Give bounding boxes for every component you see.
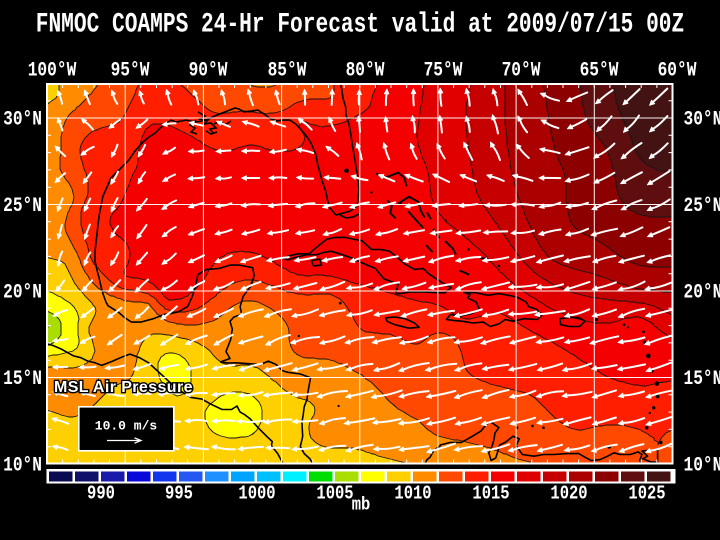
svg-text:95°W: 95°W	[111, 59, 151, 82]
svg-text:15°N: 15°N	[3, 367, 42, 390]
svg-text:30°N: 30°N	[684, 108, 720, 131]
svg-text:25°N: 25°N	[3, 194, 42, 217]
svg-text:1015: 1015	[472, 483, 509, 505]
svg-text:1020: 1020	[550, 483, 587, 505]
svg-text:1000: 1000	[238, 483, 275, 505]
svg-text:1025: 1025	[628, 483, 665, 505]
svg-text:1005: 1005	[316, 483, 353, 505]
svg-text:990: 990	[87, 483, 115, 505]
svg-text:85°W: 85°W	[268, 59, 308, 82]
svg-text:100°W: 100°W	[28, 59, 77, 82]
svg-text:75°W: 75°W	[424, 59, 464, 82]
svg-text:MSL Air Pressure: MSL Air Pressure	[54, 379, 193, 396]
svg-text:10.0 m/s: 10.0 m/s	[95, 419, 158, 434]
svg-text:60°W: 60°W	[658, 59, 698, 82]
svg-text:20°N: 20°N	[3, 281, 42, 304]
svg-text:25°N: 25°N	[684, 194, 720, 217]
svg-text:995: 995	[165, 483, 193, 505]
svg-text:90°W: 90°W	[189, 59, 229, 82]
svg-text:10°N: 10°N	[684, 454, 720, 477]
svg-text:80°W: 80°W	[346, 59, 386, 82]
svg-text:FNMOC COAMPS 24-Hr Forecast va: FNMOC COAMPS 24-Hr Forecast valid at 200…	[36, 9, 685, 41]
svg-text:20°N: 20°N	[684, 281, 720, 304]
svg-text:mb: mb	[352, 495, 371, 516]
svg-text:65°W: 65°W	[580, 59, 620, 82]
svg-text:30°N: 30°N	[3, 108, 42, 131]
svg-text:70°W: 70°W	[502, 59, 542, 82]
svg-text:15°N: 15°N	[684, 367, 720, 390]
svg-text:10°N: 10°N	[3, 454, 42, 477]
svg-text:1010: 1010	[394, 483, 431, 505]
